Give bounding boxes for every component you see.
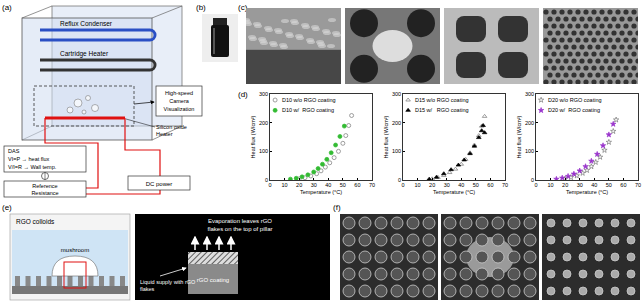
svg-text:60: 60 [354, 182, 360, 188]
svg-text:Reflux Condenser: Reflux Condenser [60, 20, 113, 27]
svg-text:10: 10 [415, 182, 421, 188]
svg-text:50: 50 [340, 182, 346, 188]
svg-text:60: 60 [487, 182, 493, 188]
svg-text:High-speed: High-speed [165, 90, 193, 96]
svg-text:mushroom: mushroom [61, 247, 89, 253]
svg-text:300: 300 [525, 91, 534, 97]
svg-text:D10 w/o RGO coating: D10 w/o RGO coating [282, 97, 336, 103]
svg-text:D20 w/ RGO coating: D20 w/ RGO coating [548, 107, 600, 113]
svg-text:300: 300 [392, 91, 401, 97]
svg-text:20: 20 [429, 182, 435, 188]
svg-text:200: 200 [392, 120, 401, 126]
svg-text:(a): (a) [2, 3, 12, 12]
svg-text:Reference: Reference [32, 183, 57, 189]
svg-text:10: 10 [548, 182, 554, 188]
svg-text:30: 30 [444, 182, 450, 188]
svg-text:Heat flux (W/cm²): Heat flux (W/cm²) [250, 115, 256, 158]
svg-text:40: 40 [591, 182, 597, 188]
svg-text:100: 100 [259, 148, 268, 154]
svg-text:D15 w/o RGO coating: D15 w/o RGO coating [415, 97, 469, 103]
svg-text:0: 0 [534, 182, 537, 188]
svg-text:flakes: flakes [140, 286, 155, 292]
svg-text:(f): (f) [333, 203, 341, 212]
svg-text:100: 100 [392, 148, 401, 154]
svg-text:DAS: DAS [8, 148, 20, 154]
svg-text:Resistance: Resistance [31, 190, 58, 196]
svg-text:20: 20 [562, 182, 568, 188]
svg-text:(e): (e) [2, 203, 12, 212]
svg-text:70: 70 [502, 182, 508, 188]
svg-text:Temperature (°C): Temperature (°C) [433, 189, 475, 195]
svg-text:flakes on the top of pillar: flakes on the top of pillar [207, 226, 272, 232]
svg-text:100: 100 [525, 148, 534, 154]
svg-text:Temperature (°C): Temperature (°C) [300, 189, 342, 195]
svg-text:D10 w/ RGO coating: D10 w/ RGO coating [282, 107, 334, 113]
svg-text:Visualization: Visualization [164, 106, 195, 112]
svg-text:0: 0 [265, 177, 268, 183]
svg-text:RGO colloids: RGO colloids [16, 218, 55, 225]
svg-text:40: 40 [458, 182, 464, 188]
svg-text:DC power: DC power [146, 181, 173, 187]
svg-text:Silicon oxide: Silicon oxide [156, 124, 187, 130]
svg-text:D20 w/o RGO coating: D20 w/o RGO coating [548, 97, 602, 103]
svg-text:Cartridge Heater: Cartridge Heater [60, 50, 109, 58]
svg-text:(b): (b) [196, 3, 206, 12]
svg-text:70: 70 [369, 182, 375, 188]
svg-text:Heat flux (W/cm²): Heat flux (W/cm²) [516, 115, 522, 158]
svg-text:(c): (c) [238, 3, 248, 12]
svg-text:40: 40 [325, 182, 331, 188]
svg-text:10: 10 [282, 182, 288, 188]
svg-text:60: 60 [620, 182, 626, 188]
svg-text:50: 50 [606, 182, 612, 188]
svg-text:200: 200 [259, 120, 268, 126]
svg-text:Temperature (°C): Temperature (°C) [566, 189, 608, 195]
svg-text:Heater: Heater [156, 131, 173, 137]
svg-text:(d): (d) [238, 90, 248, 99]
svg-text:30: 30 [577, 182, 583, 188]
svg-text:0: 0 [401, 182, 404, 188]
svg-text:Heat flux (W/cm²): Heat flux (W/cm²) [383, 115, 389, 158]
svg-text:V/I=R → Wall temp.: V/I=R → Wall temp. [8, 164, 57, 170]
svg-text:50: 50 [473, 182, 479, 188]
svg-text:300: 300 [259, 91, 268, 97]
svg-text:D15 w/ RGO coating: D15 w/ RGO coating [415, 107, 469, 113]
svg-text:rGO coating: rGO coating [197, 277, 229, 283]
svg-text:Evaporation leaves rGO: Evaporation leaves rGO [208, 218, 272, 224]
svg-text:0: 0 [398, 177, 401, 183]
svg-text:Camera: Camera [169, 98, 190, 104]
svg-text:VI=P → heat flux: VI=P → heat flux [8, 156, 50, 162]
svg-text:20: 20 [296, 182, 302, 188]
svg-text:200: 200 [525, 120, 534, 126]
svg-text:70: 70 [635, 182, 641, 188]
svg-text:0: 0 [531, 177, 534, 183]
svg-text:30: 30 [311, 182, 317, 188]
svg-text:Liquid supply with rGO: Liquid supply with rGO [140, 279, 196, 285]
svg-text:0: 0 [268, 182, 271, 188]
